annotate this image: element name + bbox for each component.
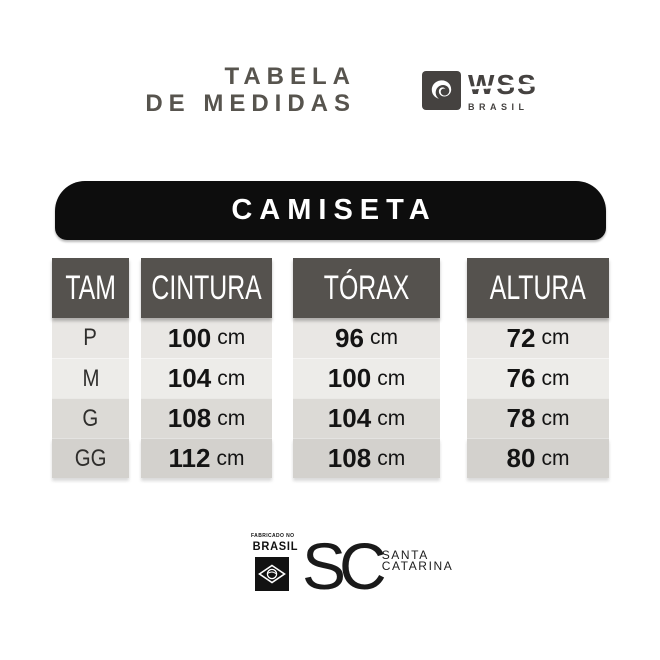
made-in-line1: FABRICADO NO <box>251 533 295 539</box>
brand-wordmark: WSS BRASIL <box>468 69 538 113</box>
sc-wordmark-line2: CATARINA <box>381 559 454 573</box>
made-in-brasil-stamp: FABRICADO NO BRASIL <box>251 533 299 591</box>
cell-cintura-m: 104 cm <box>141 358 272 398</box>
sc-wordmark-line1: SANTA <box>381 548 429 562</box>
brand-subtitle: BRASIL <box>468 102 529 112</box>
cell-tam-m: M <box>52 358 129 398</box>
column-header-tam: TAM <box>52 258 129 318</box>
cell-altura-g: 78 cm <box>467 398 609 438</box>
product-banner-label: CAMISETA <box>231 194 437 226</box>
column-header-altura: ALTURA <box>467 258 609 318</box>
wss-brasil-logo: WSS BRASIL <box>422 71 538 112</box>
column-header-torax: TÓRAX <box>293 258 440 318</box>
cell-tam-gg: GG <box>52 438 129 478</box>
page-title-line1: TABELA <box>224 63 356 90</box>
wave-icon <box>422 71 461 110</box>
table-column-altura: ALTURA 72 cm 76 cm 78 cm 80 cm <box>467 258 609 478</box>
cell-torax-m: 100 cm <box>293 358 440 398</box>
sc-monogram: SC <box>302 529 387 603</box>
table-column-tam: TAM P M G GG <box>52 258 129 478</box>
cell-cintura-p: 100 cm <box>141 318 272 358</box>
cell-tam-p: P <box>52 318 129 358</box>
product-banner: CAMISETA <box>55 181 606 240</box>
cell-cintura-gg: 112 cm <box>141 438 272 478</box>
brand-name: WSS <box>468 69 538 100</box>
table-column-cintura: CINTURA 100 cm 104 cm 108 cm 112 cm <box>141 258 272 478</box>
cell-torax-gg: 108 cm <box>293 438 440 478</box>
cell-torax-p: 96 cm <box>293 318 440 358</box>
cell-tam-g: G <box>52 398 129 438</box>
santa-catarina-logo: SC SANTA CATARINA <box>302 529 454 603</box>
cell-altura-m: 76 cm <box>467 358 609 398</box>
cell-altura-p: 72 cm <box>467 318 609 358</box>
cell-cintura-g: 108 cm <box>141 398 272 438</box>
column-header-cintura: CINTURA <box>141 258 272 318</box>
page-title-line2: DE MEDIDAS <box>145 90 356 117</box>
brazil-flag-stamp-icon <box>251 557 293 591</box>
page-title: TABELA DE MEDIDAS <box>0 63 356 117</box>
made-in-line2: BRASIL <box>252 539 299 553</box>
cell-torax-g: 104 cm <box>293 398 440 438</box>
sc-wordmark: SANTA CATARINA <box>381 548 454 573</box>
cell-altura-gg: 80 cm <box>467 438 609 478</box>
table-column-torax: TÓRAX 96 cm 100 cm 104 cm 108 cm <box>293 258 440 478</box>
